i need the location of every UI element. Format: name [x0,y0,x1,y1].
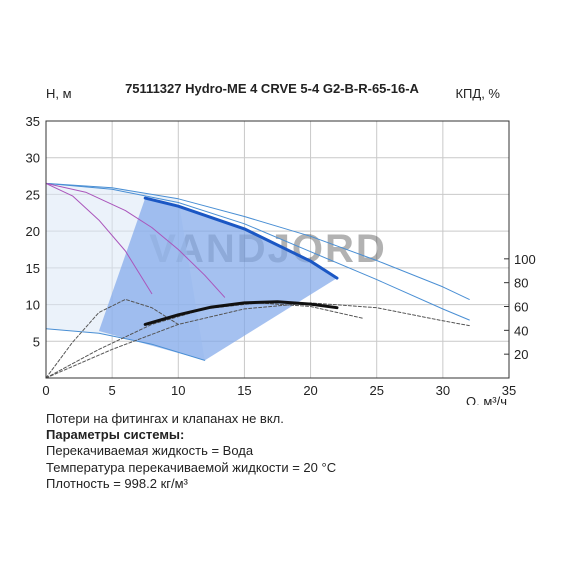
y2-tick-label: 100 [514,252,536,267]
y-tick-label: 5 [33,334,40,349]
y2-tick-label: 80 [514,276,528,291]
series-head-max [46,182,470,321]
series-head-mid-1 [46,182,226,298]
note-losses: Потери на фитингах и клапанах не вкл. [46,411,284,426]
system-notes: Потери на фитингах и клапанах не вкл. Па… [46,411,336,492]
chart-title: 75111327 Hydro-ME 4 CRVE 5-4 G2-B-R-65-1… [125,81,419,96]
x-tick-label: 0 [42,383,49,398]
series-head-min [46,328,206,361]
series-head-mid-2 [46,182,153,295]
series-duty-efficiency [143,300,339,326]
chart-marks [46,182,470,378]
x-tick-label: 15 [237,383,251,398]
series-duty-head [143,196,339,280]
y-axis-label: H, м [46,86,72,101]
x-tick-label: 5 [109,383,116,398]
series-head-max-2 [46,182,470,300]
y2-tick-label: 20 [514,347,528,362]
series-eff-3 [46,302,470,378]
y-tick-label: 10 [26,298,40,313]
note-density: Плотность = 998.2 кг/м³ [46,475,188,491]
y2-tick-labels: 20 40 60 80 100 [504,252,536,362]
note-fluid: Перекачиваемая жидкость = Вода [46,443,254,459]
x-tick-labels: 0 5 10 15 20 25 30 35 [42,383,516,398]
y-tick-label: 35 [26,114,40,129]
note-system-params-heading: Параметры системы: [46,427,185,443]
x-tick-label: 35 [502,383,516,398]
x-axis-label: Q, м³/ч [466,394,507,405]
y-tick-label: 15 [26,261,40,276]
y-tick-labels: 5 10 15 20 25 30 35 [26,114,40,349]
y2-axis-label: КПД, % [455,86,500,101]
y-tick-label: 30 [26,151,40,166]
series-eff-2 [46,302,364,378]
y2-tick-label: 40 [514,323,528,338]
y-tick-label: 20 [26,224,40,239]
x-tick-label: 20 [303,383,317,398]
y-tick-label: 25 [26,187,40,202]
x-tick-label: 30 [436,383,450,398]
x-tick-label: 10 [171,383,185,398]
x-tick-label: 25 [369,383,383,398]
plot-border [45,120,510,379]
pump-performance-chart: 75111327 Hydro-ME 4 CRVE 5-4 G2-B-R-65-1… [26,81,536,405]
y2-tick-label: 60 [514,300,528,315]
series-eff-1 [46,298,179,378]
note-temperature: Температура перекачиваемой жидкости = 20… [46,459,337,475]
